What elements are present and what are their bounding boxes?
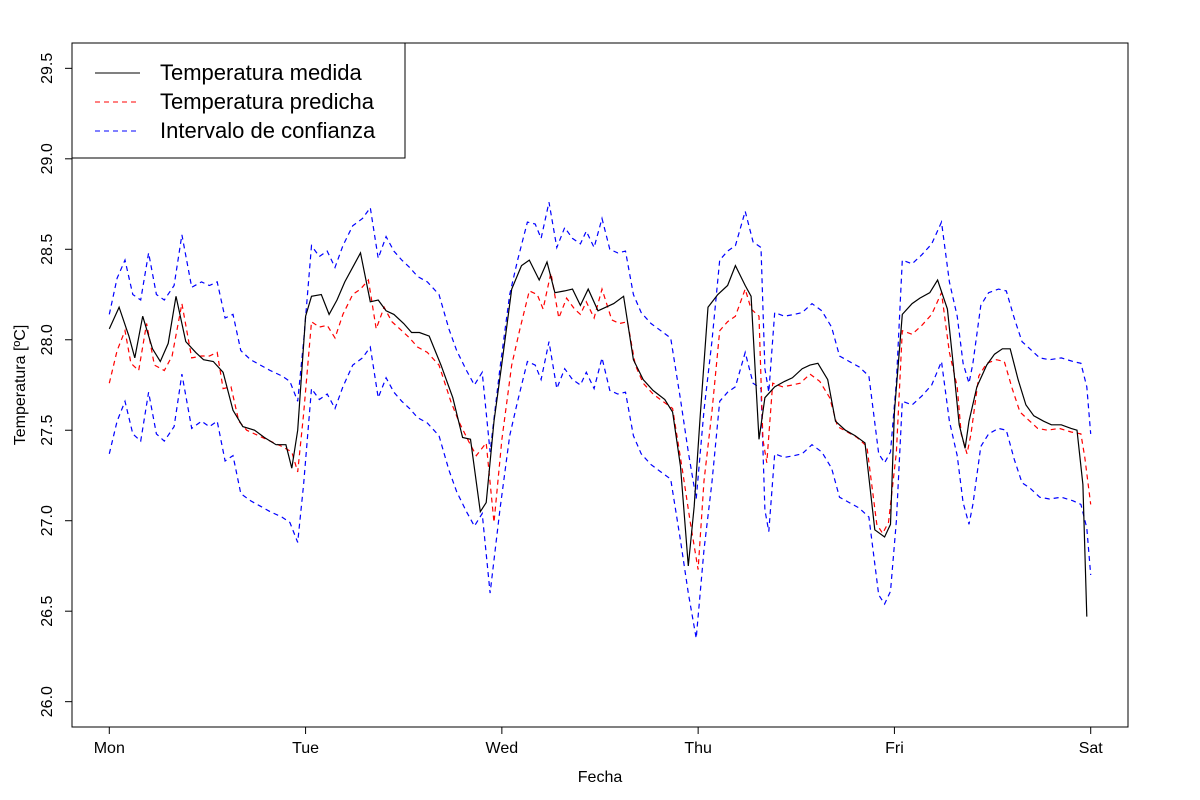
y-tick-label: 29.0	[39, 143, 56, 174]
series-line-confidence-upper	[108, 202, 1092, 500]
x-tick-label: Thu	[684, 740, 712, 757]
x-axis-title: Fecha	[578, 769, 623, 786]
y-tick-label: 26.0	[39, 686, 56, 717]
x-tick-label: Sat	[1079, 740, 1104, 757]
legend-box	[71, 42, 406, 159]
series-line-confidence-lower	[108, 341, 1092, 639]
y-tick-label: 29.5	[39, 53, 56, 84]
x-axis: Mon Tue Wed Thu Fri Sat	[94, 726, 1104, 757]
y-tick-label: 26.5	[39, 596, 56, 627]
x-tick-label: Wed	[486, 740, 519, 757]
x-tick-label: Tue	[292, 740, 319, 757]
y-tick-label: 27.5	[39, 415, 56, 446]
y-axis-title: Temperatura [ºC]	[12, 325, 29, 446]
legend-label-measured: Temperatura medida	[160, 60, 363, 85]
legend-label-confidence: Intervalo de confianza	[160, 118, 376, 143]
series-line-predicted	[108, 272, 1092, 570]
legend-label-predicted: Temperatura predicha	[160, 89, 375, 114]
x-tick-label: Fri	[885, 740, 904, 757]
y-tick-label: 27.0	[39, 505, 56, 536]
y-axis: 26.0 26.5 27.0 27.5 28.0 28.5 29.0 29.5	[39, 53, 73, 717]
series-line-measured	[108, 251, 1088, 617]
legend: Temperatura medida Temperatura predicha …	[71, 42, 406, 159]
y-tick-label: 28.5	[39, 234, 56, 265]
x-tick-label: Mon	[94, 740, 125, 757]
y-tick-label: 28.0	[39, 324, 56, 355]
series-layer	[108, 202, 1092, 639]
